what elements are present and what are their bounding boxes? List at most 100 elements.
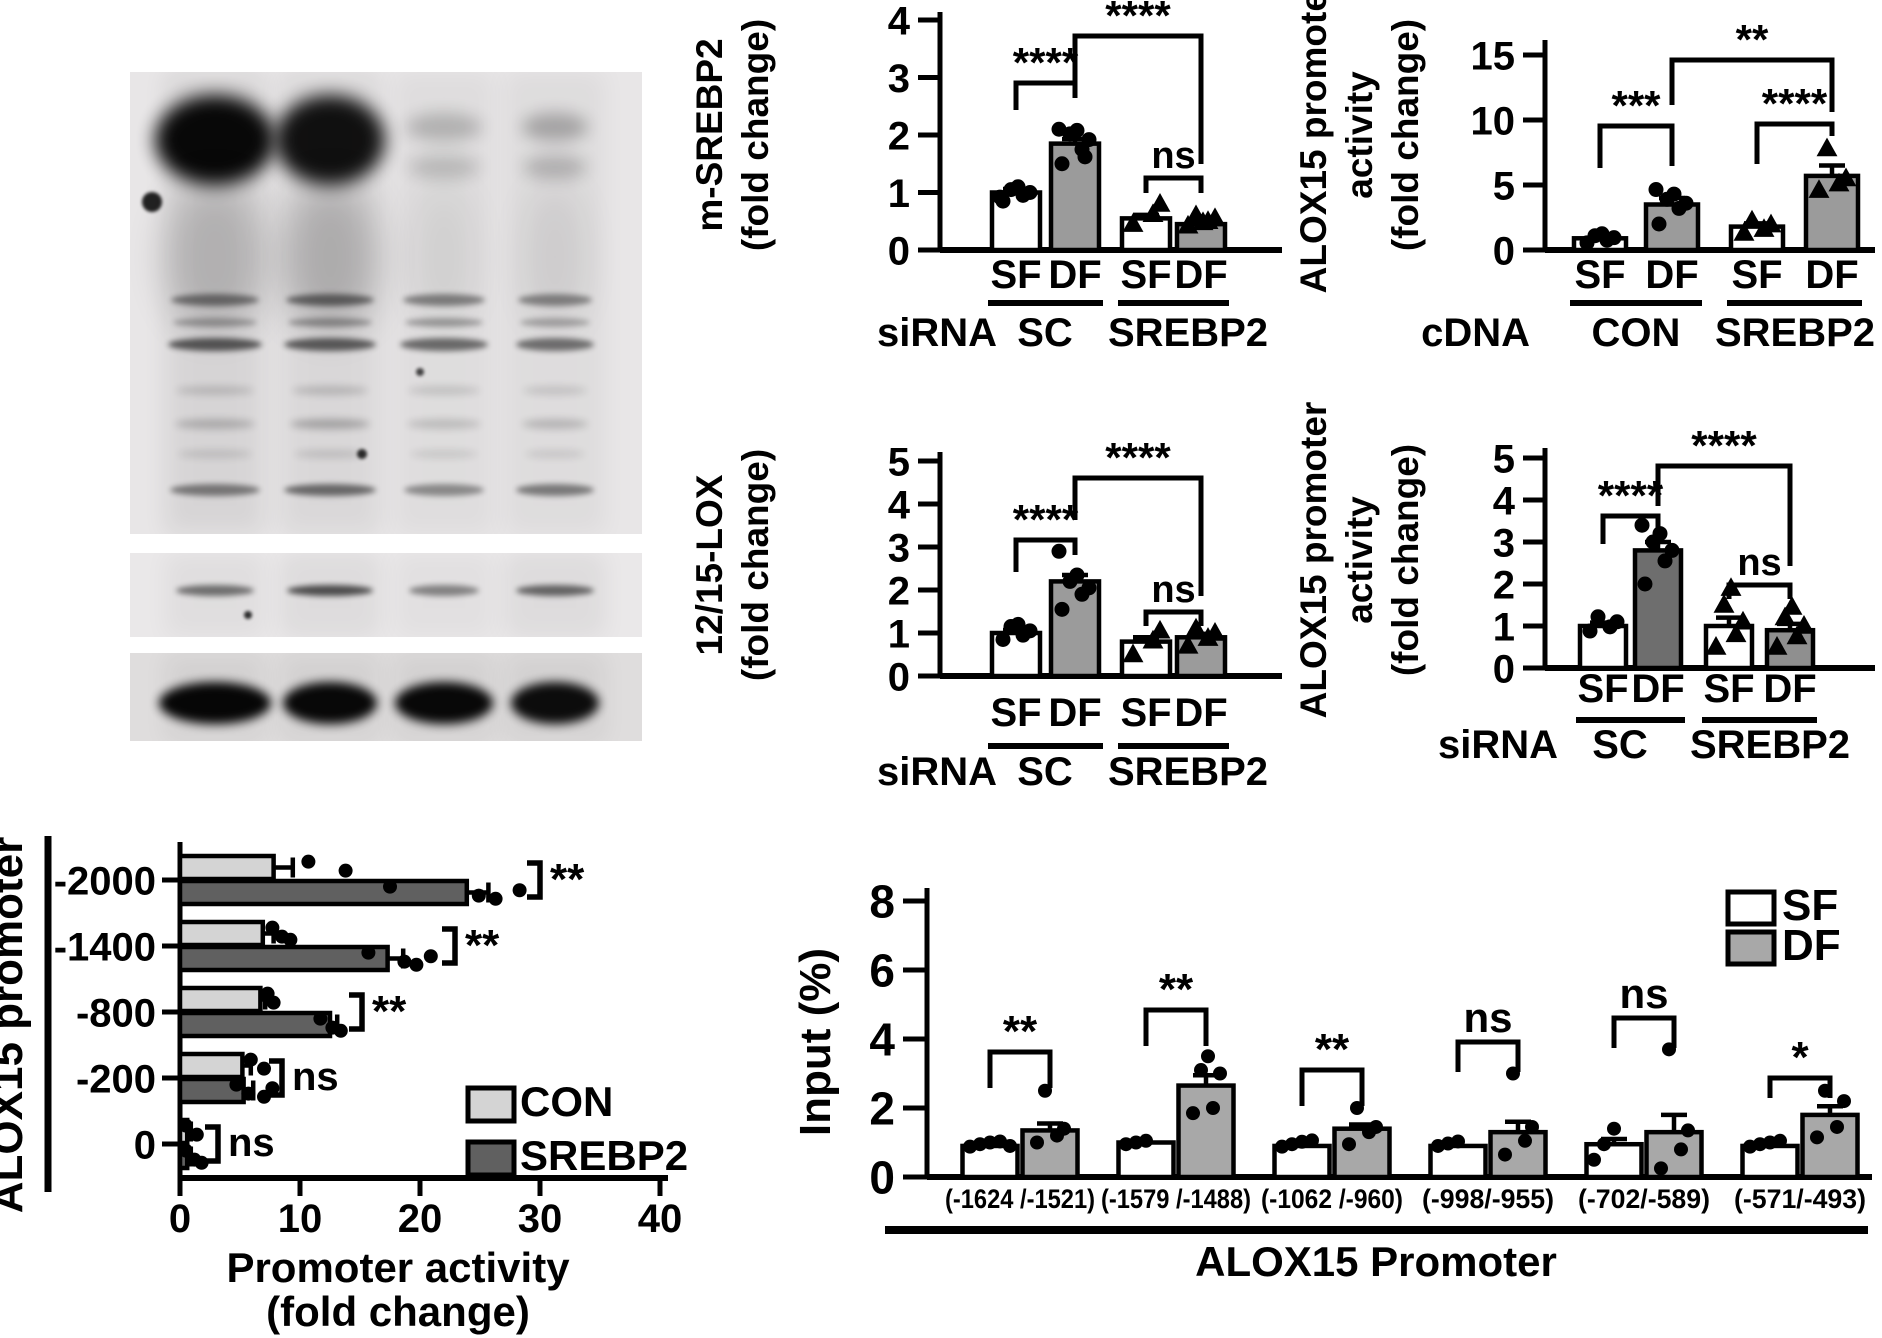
chart-alox15-promoter-cdna: 0 5 10 15 ALOX15 promoter activity (fold chang… (1293, 0, 1875, 355)
significance-bracket (1455, 1039, 1521, 1072)
y-axis-title: Input (%) (791, 948, 840, 1136)
group-label: SREBP2 (1108, 750, 1268, 794)
data-point-triangle (1192, 211, 1214, 231)
significance-label: ** (1315, 1025, 1350, 1074)
data-point-circle (1054, 601, 1070, 617)
data-point-circle (1069, 567, 1085, 583)
significance-bracket (1597, 123, 1675, 168)
category-label: (-1062 /-960) (1261, 1184, 1403, 1214)
condition-label: DF (1174, 253, 1227, 297)
data-point-circle (992, 189, 1008, 205)
data-point-triangle (1142, 629, 1164, 649)
data-point-triangle (1204, 207, 1226, 227)
hbar-SREBP2 (177, 944, 390, 973)
data-point-circle (1590, 609, 1606, 625)
hbar-SREBP2 (177, 1010, 333, 1039)
blot-band (409, 584, 479, 596)
significance-bracket (1600, 513, 1661, 544)
data-point-circle (1664, 542, 1680, 558)
significance-bracket (1072, 33, 1204, 164)
significance-label: ** (1159, 965, 1194, 1014)
blot-band (275, 95, 385, 185)
y-tick-label: 4 (869, 1014, 895, 1066)
y-tick-label: 6 (869, 945, 895, 997)
significance-bracket (527, 860, 543, 900)
data-point-circle (1057, 1121, 1071, 1136)
blot-spot (142, 192, 162, 212)
category-label: -1400 (54, 925, 156, 969)
data-point-circle (179, 1118, 193, 1133)
data-point-circle (1003, 1138, 1017, 1153)
data-point-circle (241, 1086, 256, 1101)
y-axis-title: (fold change) (735, 19, 776, 251)
condition-label: SF (1574, 253, 1625, 297)
blot-spot (357, 449, 367, 459)
group-label: SC (1017, 750, 1073, 794)
y-tick-label: 2 (869, 1083, 895, 1135)
significance-bracket (442, 926, 458, 966)
significance-label: **** (1691, 422, 1757, 469)
data-point-circle (333, 1023, 348, 1038)
data-point-circle (1634, 517, 1650, 533)
y-axis-title: (fold change) (1385, 444, 1426, 676)
y-tick-label: 4 (888, 0, 911, 43)
blot-band (173, 317, 257, 327)
x-axis-title: (fold change) (266, 1288, 530, 1335)
data-point-circle (1587, 1152, 1601, 1167)
y-tick-label: 3 (1493, 521, 1515, 565)
category-label: (-1579 /-1488) (1101, 1184, 1251, 1214)
data-point-circle (1022, 623, 1038, 639)
data-point-circle (179, 1143, 193, 1158)
significance-label: **** (1013, 39, 1079, 86)
data-point-triangle (1733, 222, 1755, 241)
significance-bracket (349, 992, 365, 1032)
blot-band (282, 182, 378, 332)
data-point-circle (283, 932, 298, 947)
blot-band (522, 113, 588, 141)
significance-label: ** (1003, 1007, 1038, 1056)
y-tick-label: 3 (888, 57, 910, 101)
significance-bracket (1013, 537, 1078, 572)
data-point-circle (1674, 1142, 1688, 1157)
condition-label: DF (1048, 253, 1101, 297)
category-label: -2000 (54, 859, 156, 903)
significance-label: **** (1762, 80, 1828, 127)
blot-band (284, 337, 376, 351)
condition-label: SF (1577, 667, 1628, 711)
data-point-circle (1681, 1123, 1695, 1138)
blot-band (405, 317, 483, 327)
blot-band (414, 182, 474, 332)
significance-bracket (205, 1124, 221, 1164)
significance-label: **** (1598, 472, 1664, 519)
blot-band (516, 337, 594, 351)
data-point-triangle (1149, 619, 1171, 639)
data-point-triangle (1185, 617, 1207, 637)
group-label: SC (1017, 311, 1073, 355)
data-point-circle (1830, 1119, 1844, 1134)
blot-band (171, 294, 259, 306)
data-point-circle (1810, 1130, 1824, 1145)
y-axis-title: ALOX15 promoter (0, 837, 32, 1214)
significance-label: ns (1737, 542, 1781, 584)
blot-band (404, 484, 484, 496)
data-point-triangle (1816, 137, 1838, 157)
blot-band (395, 682, 493, 724)
data-point-circle (1213, 1066, 1227, 1081)
data-point-circle (338, 863, 353, 878)
row-label: siRNA (1438, 723, 1558, 767)
y-tick-label: 4 (888, 483, 911, 527)
x-axis-title: ALOX15 Promoter (1195, 1238, 1557, 1285)
data-point-circle (313, 1011, 328, 1026)
y-axis-title: activity (1339, 71, 1380, 199)
bar-DF (1020, 1128, 1080, 1180)
significance-label: **** (1013, 496, 1079, 543)
y-tick-label: 1 (888, 172, 910, 216)
legend-swatch-DF (1725, 929, 1777, 967)
data-point-circle (301, 854, 316, 869)
group-label: SREBP2 (1108, 311, 1268, 355)
y-tick-label: 3 (888, 526, 910, 570)
row-label: siRNA (877, 750, 997, 794)
significance-label: ns (1463, 994, 1512, 1041)
data-point-circle (265, 920, 280, 935)
